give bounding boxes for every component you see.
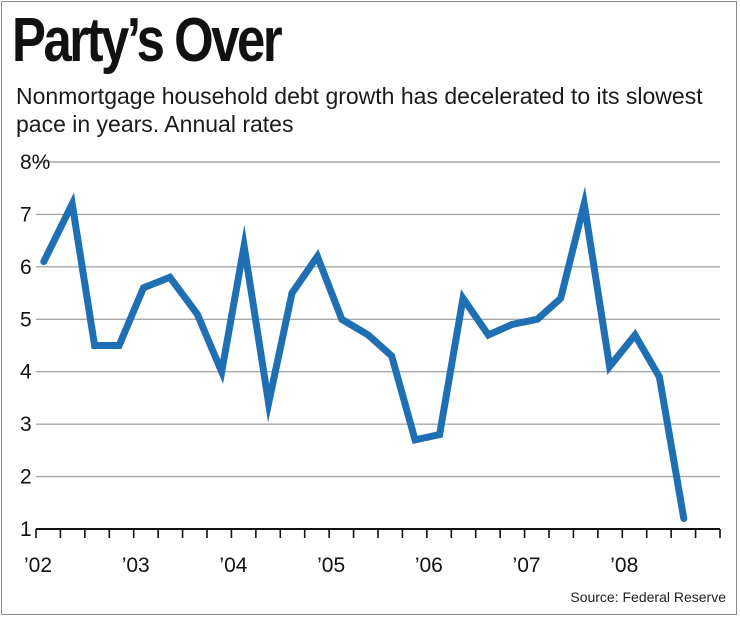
y-tick-label: 8% bbox=[20, 151, 50, 174]
x-tick-label: ’02 bbox=[24, 554, 52, 577]
data-series bbox=[40, 186, 688, 522]
chart-subtitle: Nonmortgage household debt growth has de… bbox=[16, 83, 703, 137]
y-tick-label: 3 bbox=[20, 413, 32, 436]
y-axis-ticks: 8% 7 6 5 4 3 2 1 bbox=[20, 151, 50, 541]
x-tick-label: ’03 bbox=[122, 554, 150, 577]
y-tick-label: 5 bbox=[20, 308, 32, 331]
y-tick-label: 4 bbox=[20, 361, 32, 384]
x-tick-label: ’05 bbox=[317, 554, 345, 577]
chart-title: Party’s Over bbox=[12, 6, 283, 75]
y-tick-label: 1 bbox=[20, 518, 32, 541]
x-tick-label: ’08 bbox=[610, 554, 638, 577]
y-tick-label: 7 bbox=[20, 203, 32, 226]
x-axis bbox=[35, 528, 721, 538]
x-tick-label: ’07 bbox=[513, 554, 541, 577]
x-tick-label: ’06 bbox=[415, 554, 443, 577]
y-tick-label: 6 bbox=[20, 256, 32, 279]
series-line bbox=[40, 186, 688, 522]
gridlines bbox=[36, 161, 720, 478]
x-axis-ticks: ’02 ’03 ’04 ’05 ’06 ’07 ’08 bbox=[24, 554, 638, 577]
y-tick-label: 2 bbox=[20, 466, 32, 489]
x-tick-label: ’04 bbox=[219, 554, 247, 577]
source-note: Source: Federal Reserve bbox=[570, 589, 726, 605]
